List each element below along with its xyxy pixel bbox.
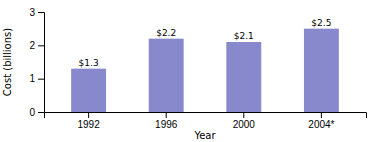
x-axis: 1992 1996 2000 2004* bbox=[45, 112, 367, 130]
plot-area: 0 1 2 3 1992 1996 2000 2004* $1.3 $2.2 $2.1 $2.5 bbox=[29, 7, 366, 130]
y-tick-label: 1 bbox=[29, 73, 35, 84]
y-tick-mark bbox=[38, 112, 44, 113]
y-tick: 3 bbox=[29, 7, 44, 18]
y-axis-title: Cost (billions) bbox=[2, 28, 13, 96]
data-label: $2.2 bbox=[156, 28, 176, 38]
x-tick-label: 2000 bbox=[233, 119, 256, 130]
y-tick: 1 bbox=[29, 73, 44, 84]
x-tick-mark bbox=[321, 112, 322, 118]
data-label: $2.1 bbox=[234, 31, 254, 41]
x-tick: 2004* bbox=[308, 112, 334, 130]
x-tick-label: 2004* bbox=[308, 119, 334, 130]
x-tick-mark bbox=[88, 112, 89, 118]
x-tick-label: 1996 bbox=[155, 119, 178, 130]
y-tick: 2 bbox=[29, 40, 44, 51]
x-tick: 1996 bbox=[155, 112, 178, 130]
x-axis-line bbox=[45, 113, 367, 119]
y-tick-label: 3 bbox=[29, 7, 35, 18]
x-tick: 2000 bbox=[233, 112, 256, 130]
chart-svg: 0 1 2 3 1992 1996 2000 2004* $1.3 $2.2 $2.1 $2.5 Yea… bbox=[0, 0, 376, 142]
bars bbox=[71, 29, 339, 112]
data-label: $1.3 bbox=[79, 58, 99, 68]
y-tick: 0 bbox=[29, 107, 44, 118]
x-axis-title: Year bbox=[193, 130, 216, 141]
chart-container: 0 1 2 3 1992 1996 2000 2004* $1.3 $2.2 $2.1 $2.5 Yea… bbox=[0, 0, 376, 142]
x-tick-mark bbox=[166, 112, 167, 118]
y-tick-label: 2 bbox=[29, 40, 35, 51]
data-labels: $1.3 $2.2 $2.1 $2.5 bbox=[79, 18, 332, 68]
x-tick-mark bbox=[243, 112, 244, 118]
y-tick-mark bbox=[38, 79, 44, 80]
bar bbox=[304, 29, 339, 112]
y-tick-mark bbox=[38, 12, 44, 13]
x-tick-label: 1992 bbox=[77, 119, 100, 130]
y-axis: 0 1 2 3 bbox=[29, 7, 44, 118]
x-tick: 1992 bbox=[77, 112, 100, 130]
bar bbox=[71, 69, 106, 112]
bar bbox=[149, 39, 184, 112]
data-label: $2.5 bbox=[311, 18, 331, 28]
bar bbox=[226, 42, 261, 112]
y-axis-line bbox=[38, 13, 45, 113]
y-tick-label: 0 bbox=[29, 107, 35, 118]
y-tick-mark bbox=[38, 45, 44, 46]
